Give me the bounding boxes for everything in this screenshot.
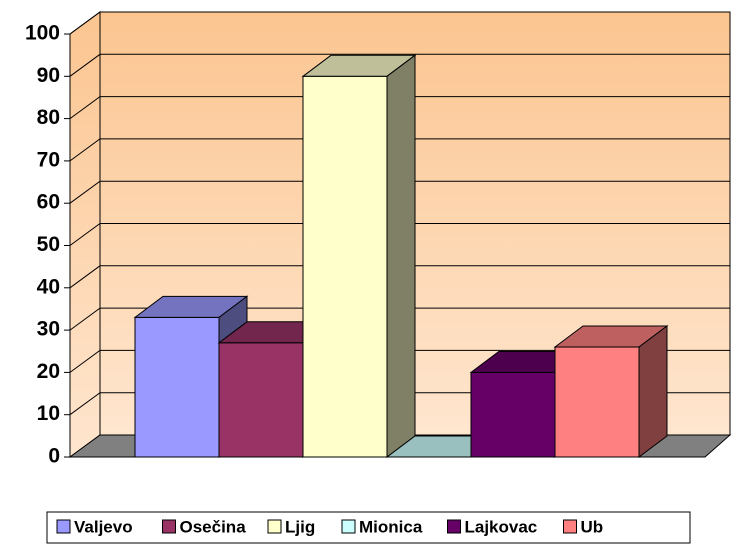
bar — [301, 54, 417, 458]
y-tick-label: 40 — [37, 275, 60, 298]
bar — [553, 325, 669, 458]
grid-line — [69, 307, 730, 331]
legend-swatch — [341, 519, 356, 534]
grid-line — [69, 53, 730, 77]
y-tick-label: 60 — [37, 191, 60, 214]
y-tick-label: 50 — [37, 233, 60, 256]
grid-line — [69, 349, 730, 373]
y-tick-label: 70 — [37, 148, 60, 171]
legend-swatch — [267, 519, 282, 534]
legend-label: Ub — [581, 517, 604, 536]
grid-line — [69, 223, 730, 246]
bar-front — [470, 371, 556, 458]
bar-front — [302, 75, 388, 458]
legend-swatch — [56, 519, 71, 534]
y-tick-label: 10 — [37, 402, 60, 425]
legend-label: Valjevo — [74, 517, 133, 536]
bar-front — [554, 346, 640, 458]
grid-line — [69, 96, 730, 120]
y-tick-label: 30 — [37, 318, 60, 341]
legend-label: Osečina — [180, 517, 247, 536]
grid-line — [69, 265, 730, 289]
legend-swatch — [447, 519, 461, 534]
grid-line — [69, 138, 730, 162]
legend-label: Ljig — [285, 517, 315, 536]
y-tick-label: 0 — [48, 445, 60, 468]
legend-swatch — [162, 519, 176, 534]
y-tick-label: 100 — [25, 22, 60, 45]
y-tick-label: 90 — [37, 64, 60, 87]
bar-front — [218, 342, 304, 458]
grid-line — [69, 11, 730, 35]
legend-label: Mionica — [359, 517, 423, 536]
bar-side — [638, 325, 668, 458]
grid-line — [69, 180, 730, 204]
y-tick-label: 80 — [37, 106, 60, 129]
y-tick-label: 20 — [37, 360, 60, 383]
bar-front — [134, 316, 220, 458]
legend — [46, 511, 691, 544]
legend-label: Lajkovac — [465, 517, 538, 536]
legend-swatch — [563, 519, 577, 534]
bar-side — [386, 54, 416, 458]
